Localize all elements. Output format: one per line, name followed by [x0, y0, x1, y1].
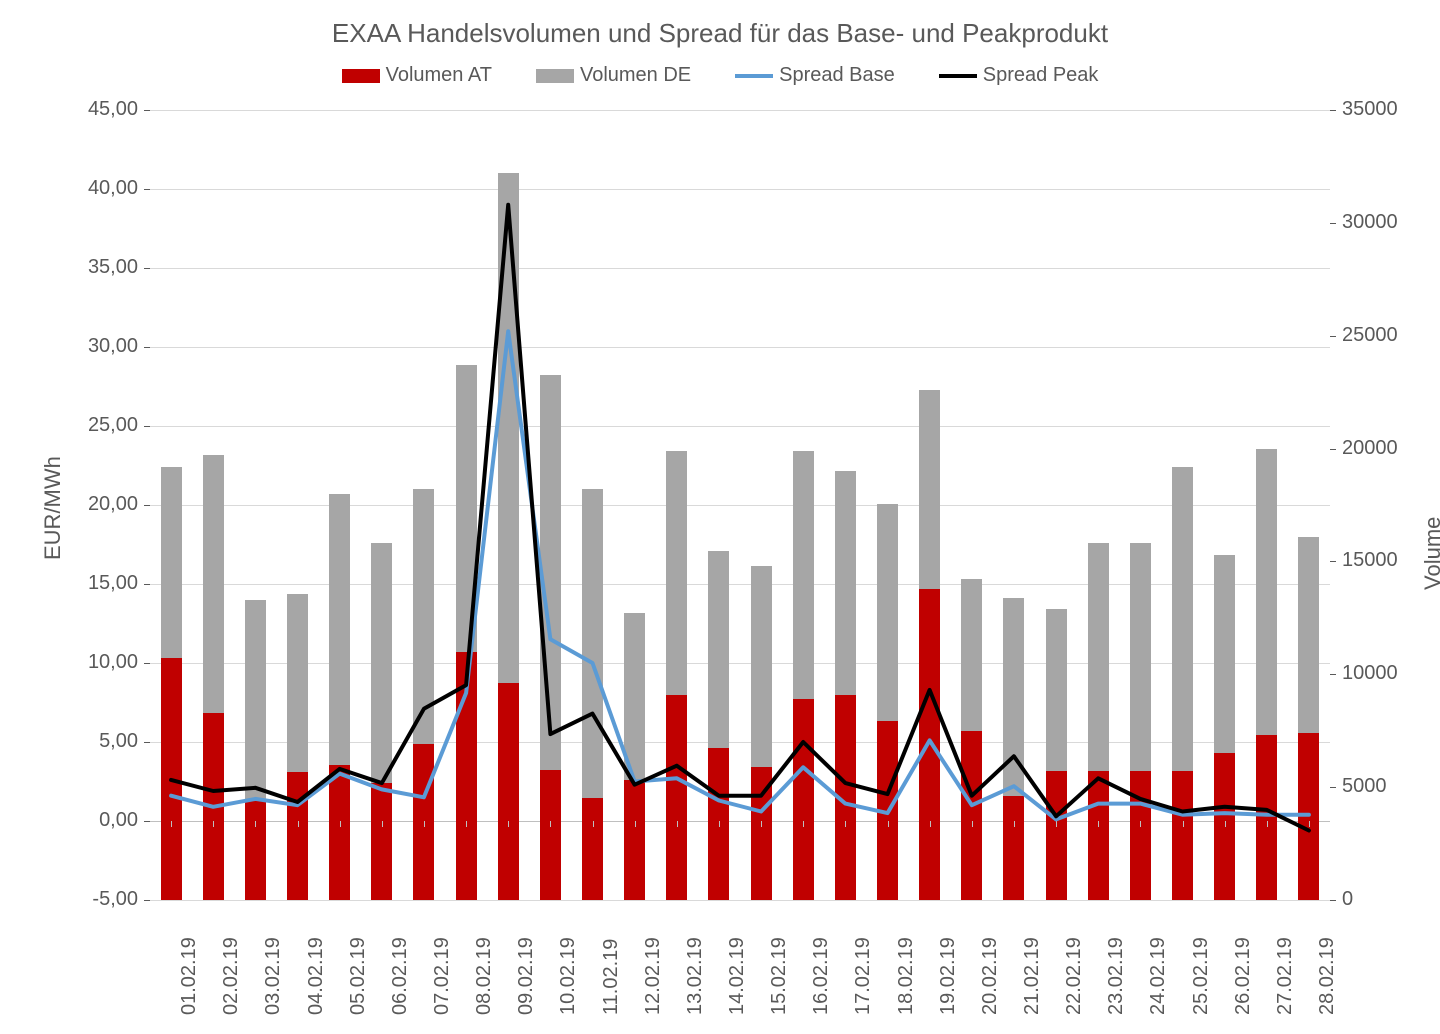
ytick-left-label: 10,00 — [64, 651, 138, 674]
ytick-mark-left — [144, 110, 150, 111]
ytick-left-label: 40,00 — [64, 177, 138, 200]
x-category-label: 19.02.19 — [937, 937, 960, 1015]
x-category-label: 10.02.19 — [557, 937, 580, 1015]
ytick-left-label: 35,00 — [64, 256, 138, 279]
ytick-mark-left — [144, 505, 150, 506]
line-spread_peak — [171, 205, 1309, 831]
x-category-label: 15.02.19 — [768, 937, 791, 1015]
ytick-mark-right — [1330, 449, 1336, 450]
x-category-label: 01.02.19 — [178, 937, 201, 1015]
gridline — [150, 900, 1330, 901]
x-category-label: 09.02.19 — [515, 937, 538, 1015]
x-category-label: 24.02.19 — [1147, 937, 1170, 1015]
legend-label: Volumen DE — [580, 64, 691, 87]
x-category-label: 12.02.19 — [642, 937, 665, 1015]
x-category-label: 21.02.19 — [1021, 937, 1044, 1015]
x-category-label: 17.02.19 — [852, 937, 875, 1015]
x-category-label: 16.02.19 — [810, 937, 833, 1015]
ytick-mark-right — [1330, 561, 1336, 562]
ytick-right-label: 35000 — [1342, 98, 1398, 121]
ytick-mark-left — [144, 426, 150, 427]
x-category-label: 28.02.19 — [1316, 937, 1339, 1015]
x-category-label: 25.02.19 — [1190, 937, 1213, 1015]
ytick-right-label: 0 — [1342, 888, 1353, 911]
y-axis-left-label: EUR/MWh — [40, 456, 66, 560]
legend-item-vol_de: Volumen DE — [536, 64, 691, 87]
ytick-mark-right — [1330, 223, 1336, 224]
ytick-right-label: 10000 — [1342, 662, 1398, 685]
ytick-mark-left — [144, 584, 150, 585]
legend-item-spread_peak: Spread Peak — [939, 64, 1099, 87]
x-category-label: 03.02.19 — [262, 937, 285, 1015]
x-category-label: 13.02.19 — [684, 937, 707, 1015]
ytick-mark-left — [144, 268, 150, 269]
x-category-label: 11.02.19 — [600, 939, 623, 1015]
x-category-label: 26.02.19 — [1232, 937, 1255, 1015]
ytick-left-label: 30,00 — [64, 335, 138, 358]
legend-label: Volumen AT — [386, 64, 492, 87]
x-category-label: 27.02.19 — [1274, 937, 1297, 1015]
ytick-right-label: 15000 — [1342, 549, 1398, 572]
x-category-label: 05.02.19 — [347, 937, 370, 1015]
ytick-left-label: 15,00 — [64, 572, 138, 595]
line-layer — [150, 110, 1330, 900]
legend-line — [735, 74, 773, 78]
x-category-label: 04.02.19 — [305, 937, 328, 1015]
ytick-right-label: 30000 — [1342, 211, 1398, 234]
legend-line — [939, 74, 977, 78]
ytick-mark-left — [144, 821, 150, 822]
ytick-left-label: 0,00 — [64, 809, 138, 832]
chart-container: EXAA Handelsvolumen und Spread für das B… — [0, 0, 1440, 1034]
x-category-label: 18.02.19 — [895, 937, 918, 1015]
x-category-label: 07.02.19 — [431, 937, 454, 1015]
x-category-label: 20.02.19 — [979, 937, 1002, 1015]
legend-label: Spread Peak — [983, 64, 1099, 87]
ytick-mark-right — [1330, 900, 1336, 901]
ytick-mark-right — [1330, 110, 1336, 111]
ytick-mark-right — [1330, 336, 1336, 337]
ytick-right-label: 25000 — [1342, 324, 1398, 347]
ytick-right-label: 20000 — [1342, 437, 1398, 460]
ytick-mark-left — [144, 900, 150, 901]
ytick-mark-left — [144, 663, 150, 664]
x-category-label: 14.02.19 — [726, 937, 749, 1015]
x-category-label: 08.02.19 — [473, 937, 496, 1015]
x-category-label: 23.02.19 — [1105, 937, 1128, 1015]
line-spread_base — [171, 331, 1309, 819]
chart-title: EXAA Handelsvolumen und Spread für das B… — [0, 18, 1440, 49]
ytick-mark-right — [1330, 787, 1336, 788]
ytick-mark-left — [144, 347, 150, 348]
ytick-right-label: 5000 — [1342, 775, 1387, 798]
y-axis-right-label: Volume in MWh — [1420, 517, 1440, 590]
x-category-label: 22.02.19 — [1063, 937, 1086, 1015]
legend-item-spread_base: Spread Base — [735, 64, 895, 87]
legend: Volumen AT Volumen DE Spread Base Spread Pe… — [0, 64, 1440, 87]
ytick-mark-left — [144, 742, 150, 743]
ytick-mark-right — [1330, 674, 1336, 675]
legend-label: Spread Base — [779, 64, 895, 87]
legend-swatch — [536, 69, 574, 83]
legend-item-vol_at: Volumen AT — [342, 64, 492, 87]
ytick-left-label: 25,00 — [64, 414, 138, 437]
ytick-left-label: 5,00 — [64, 730, 138, 753]
ytick-mark-left — [144, 189, 150, 190]
ytick-left-label: -5,00 — [64, 888, 138, 911]
ytick-left-label: 20,00 — [64, 493, 138, 516]
x-category-label: 02.02.19 — [220, 937, 243, 1015]
x-category-label: 06.02.19 — [389, 937, 412, 1015]
ytick-left-label: 45,00 — [64, 98, 138, 121]
plot-area — [150, 110, 1330, 900]
legend-swatch — [342, 69, 380, 83]
